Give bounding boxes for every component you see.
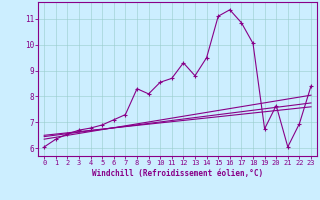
X-axis label: Windchill (Refroidissement éolien,°C): Windchill (Refroidissement éolien,°C) xyxy=(92,169,263,178)
